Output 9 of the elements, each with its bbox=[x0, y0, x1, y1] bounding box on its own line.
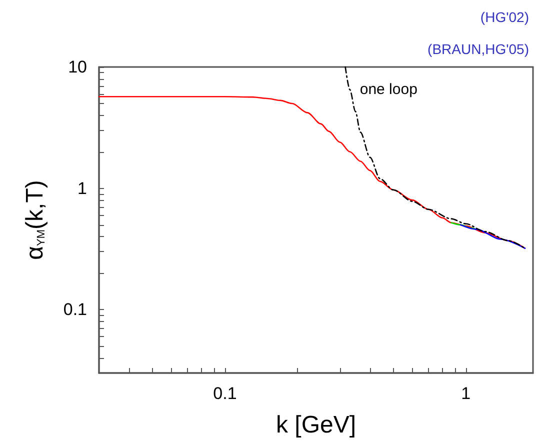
y-axis-title: αYM(k,T) bbox=[22, 180, 48, 260]
text: (BRAUN,HG'05) bbox=[428, 41, 530, 57]
line-series bbox=[450, 222, 476, 230]
series-label: one loop bbox=[360, 81, 418, 98]
y-tick-label: 0.1 bbox=[63, 300, 87, 320]
y-tick-label: 10 bbox=[68, 58, 87, 76]
x-axis-title: k [GeV] bbox=[276, 412, 356, 438]
y-tick-label: 1 bbox=[78, 178, 87, 198]
text: (HG'02) bbox=[480, 9, 530, 25]
